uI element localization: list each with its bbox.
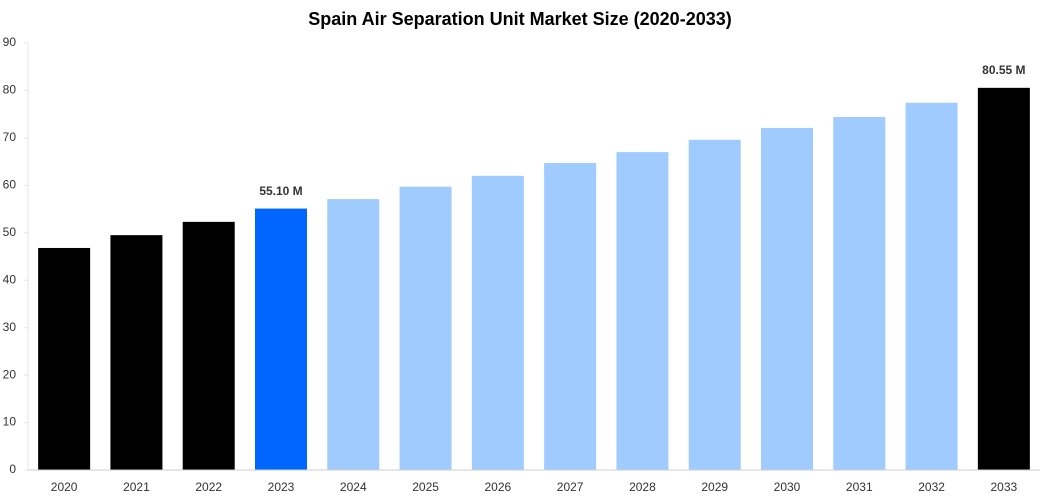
bar — [761, 127, 813, 471]
y-tick-label: 20 — [3, 367, 17, 381]
x-tick-label: 2024 — [340, 480, 367, 494]
bar — [327, 199, 380, 470]
bar — [110, 235, 163, 470]
x-tick-label: 2022 — [195, 480, 222, 494]
y-tick-label: 30 — [3, 320, 17, 334]
bar — [544, 163, 597, 471]
x-tick-label: 2021 — [123, 480, 150, 494]
bar — [905, 102, 958, 470]
bar — [182, 221, 235, 470]
y-tick-label: 60 — [3, 178, 17, 192]
x-tick-label: 2028 — [629, 480, 656, 494]
bar — [616, 152, 669, 470]
x-tick-label: 2029 — [701, 480, 728, 494]
data-label: 80.55 M — [982, 63, 1025, 77]
x-tick-label: 2025 — [412, 480, 439, 494]
bar — [38, 247, 91, 470]
y-tick-label: 90 — [3, 35, 17, 49]
y-tick-label: 40 — [3, 272, 17, 286]
bar — [399, 186, 452, 471]
y-tick-label: 0 — [9, 462, 16, 476]
x-tick-label: 2027 — [557, 480, 584, 494]
x-tick-label: 2030 — [774, 480, 801, 494]
x-tick-label: 2032 — [918, 480, 945, 494]
bar — [977, 87, 1030, 471]
x-tick-label: 2023 — [268, 480, 295, 494]
x-tick-label: 2020 — [51, 480, 78, 494]
x-tick-label: 2026 — [485, 480, 512, 494]
y-tick-label: 10 — [3, 415, 17, 429]
y-tick-label: 70 — [3, 130, 17, 144]
y-tick-label: 80 — [3, 83, 17, 97]
bar — [255, 208, 307, 470]
bar — [471, 175, 524, 470]
data-label: 55.10 M — [259, 184, 302, 198]
y-tick-label: 50 — [3, 225, 17, 239]
bar — [833, 117, 886, 470]
x-tick-label: 2031 — [846, 480, 873, 494]
chart-title: Spain Air Separation Unit Market Size (2… — [308, 9, 731, 29]
x-tick-label: 2033 — [991, 480, 1018, 494]
bar — [688, 139, 741, 470]
